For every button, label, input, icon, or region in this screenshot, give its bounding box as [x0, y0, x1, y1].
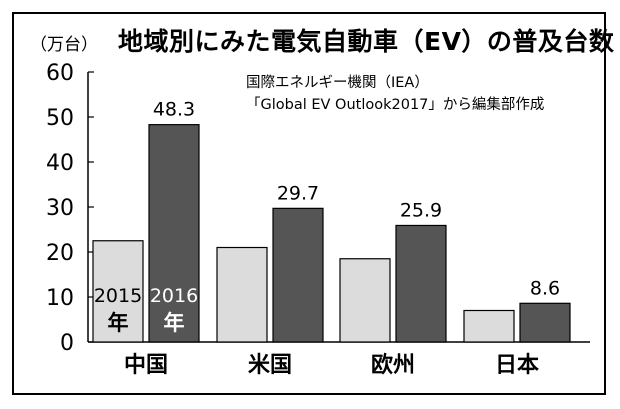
category-label: 中国 [124, 353, 168, 378]
source-line-1: 国際エネルギー機関（IEA） [246, 75, 429, 91]
category-label: 日本 [495, 353, 539, 378]
y-tick-label: 0 [60, 331, 74, 356]
bar [463, 309, 515, 343]
data-label: 29.7 [277, 182, 319, 204]
unit-label: （万台） [30, 35, 98, 55]
legend-year-suffix: 年 [164, 311, 185, 335]
y-tick-label: 50 [46, 106, 74, 131]
legend-year-label: 2015 [94, 285, 142, 307]
data-label: 48.3 [153, 99, 195, 121]
bar [272, 207, 324, 343]
data-label: 8.6 [530, 277, 560, 299]
data-label: 25.9 [400, 199, 442, 221]
bar [519, 302, 571, 343]
y-tick-label: 40 [46, 151, 74, 176]
source-note: 国際エネルギー機関（IEA） 「Global EV Outlook2017」から… [246, 72, 544, 116]
chart-frame [12, 12, 606, 395]
bar [92, 240, 144, 343]
category-label: 米国 [248, 353, 292, 378]
bar [216, 246, 268, 343]
y-tick-label: 60 [46, 61, 74, 86]
y-tick-label: 20 [46, 241, 74, 266]
legend-year-suffix: 年 [108, 311, 129, 335]
bar [395, 224, 447, 343]
category-label: 欧州 [371, 352, 415, 378]
legend-year-label: 2016 [150, 285, 198, 307]
bar [148, 124, 200, 343]
y-tick-label: 30 [46, 196, 74, 221]
y-tick-label: 10 [46, 286, 74, 311]
chart-title: 地域別にみた電気自動車（EV）の普及台数 [118, 27, 615, 56]
source-line-2: 「Global EV Outlook2017」から編集部作成 [246, 97, 545, 113]
bar [339, 258, 391, 343]
